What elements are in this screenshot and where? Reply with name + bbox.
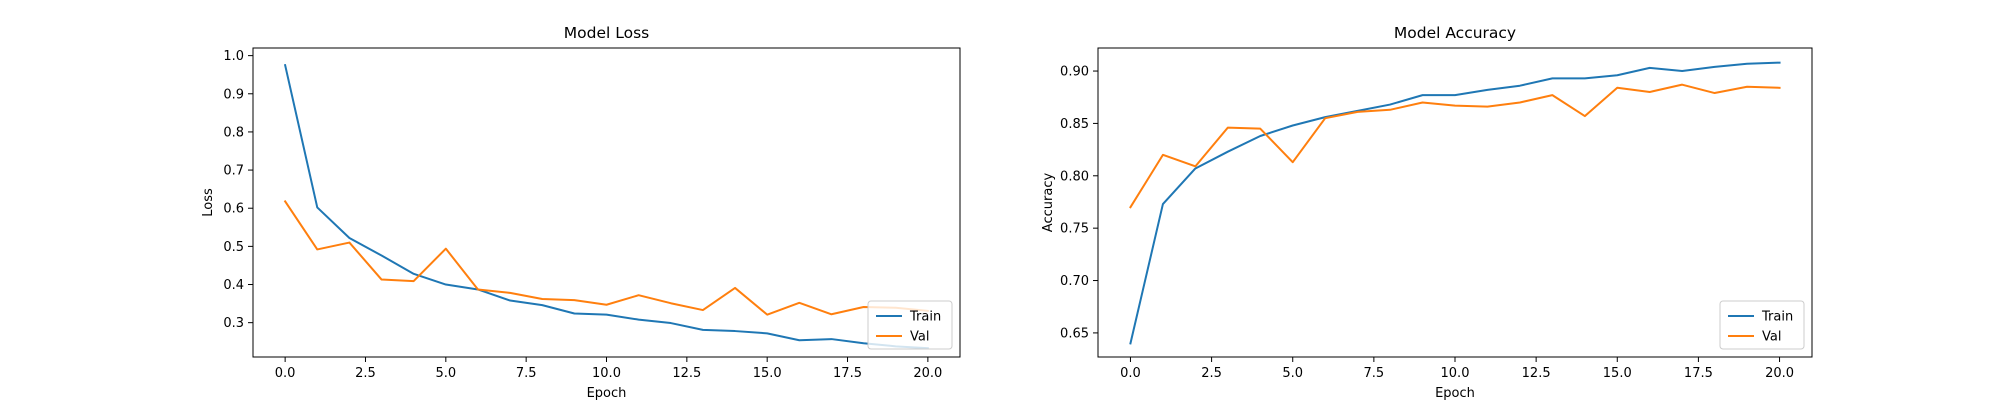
accuracy-legend: Train Val — [1719, 300, 1805, 350]
loss-x-tick-label: 20.0 — [913, 366, 942, 381]
loss-y-tick-label: 0.4 — [223, 278, 244, 293]
accuracy-x-tick-label: 17.5 — [1684, 366, 1713, 381]
loss-y-tick-label: 0.5 — [223, 240, 244, 255]
accuracy-y-axis-label: Accuracy — [1041, 173, 1056, 233]
loss-legend-label-val: Val — [910, 330, 929, 345]
accuracy-y-tick-label: 0.85 — [1060, 117, 1089, 132]
loss-x-tick-label: 0.0 — [275, 366, 296, 381]
accuracy-train-line — [1129, 61, 1781, 345]
accuracy-x-tick-label: 15.0 — [1603, 366, 1632, 381]
accuracy-x-tick-label: 2.5 — [1201, 366, 1222, 381]
accuracy-x-tick-label: 0.0 — [1120, 366, 1141, 381]
accuracy-chart: Model Accuracy 0.0 2.5 5.0 7.5 10.0 12.5 15.0 17… — [1041, 24, 1813, 400]
loss-y-tick-label: 0.6 — [223, 202, 244, 217]
accuracy-y-tick-label: 0.90 — [1060, 65, 1089, 80]
loss-x-tick-label: 17.5 — [833, 366, 862, 381]
accuracy-x-axis-label: Epoch — [1435, 386, 1475, 400]
loss-x-tick-label: 5.0 — [435, 366, 456, 381]
loss-y-tick-label: 0.9 — [223, 87, 244, 102]
loss-x-tick-label: 12.5 — [672, 366, 701, 381]
loss-y-tick-label: 0.3 — [223, 316, 244, 331]
loss-x-tick-label: 7.5 — [516, 366, 537, 381]
accuracy-val-line — [1129, 83, 1781, 209]
accuracy-plot-frame — [1097, 47, 1813, 358]
accuracy-x-tick-label: 20.0 — [1765, 366, 1794, 381]
accuracy-legend-label-val: Val — [1762, 330, 1781, 345]
loss-train-line — [283, 63, 929, 350]
loss-x-tick-label: 2.5 — [355, 366, 376, 381]
loss-legend: Train Val — [867, 300, 953, 350]
loss-legend-label-train: Train — [909, 310, 941, 325]
loss-val-line — [283, 199, 929, 316]
loss-x-tick-label: 10.0 — [592, 366, 621, 381]
loss-plot-frame — [252, 47, 961, 358]
accuracy-x-tick-label: 12.5 — [1522, 366, 1551, 381]
accuracy-y-tick-label: 0.70 — [1060, 274, 1089, 289]
accuracy-chart-title: Model Accuracy — [1394, 24, 1516, 42]
loss-y-tick-label: 0.7 — [223, 164, 244, 179]
accuracy-x-tick-label: 7.5 — [1364, 366, 1385, 381]
accuracy-legend-label-train: Train — [1761, 310, 1793, 325]
accuracy-y-tick-label: 0.75 — [1060, 222, 1089, 237]
loss-x-axis-label: Epoch — [587, 386, 627, 400]
loss-y-axis-label: Loss — [201, 188, 216, 217]
accuracy-y-tick-label: 0.80 — [1060, 169, 1089, 184]
loss-y-tick-label: 1.0 — [223, 49, 244, 64]
loss-y-tick-label: 0.8 — [223, 125, 244, 140]
accuracy-x-tick-label: 10.0 — [1441, 366, 1470, 381]
accuracy-y-tick-label: 0.65 — [1060, 326, 1089, 341]
loss-x-tick-label: 15.0 — [753, 366, 782, 381]
loss-chart: Model Loss 0.0 2.5 5.0 7.5 10.0 12.5 15.0 17.5 20… — [201, 24, 961, 400]
loss-chart-title: Model Loss — [564, 24, 649, 42]
accuracy-x-tick-label: 5.0 — [1282, 366, 1303, 381]
